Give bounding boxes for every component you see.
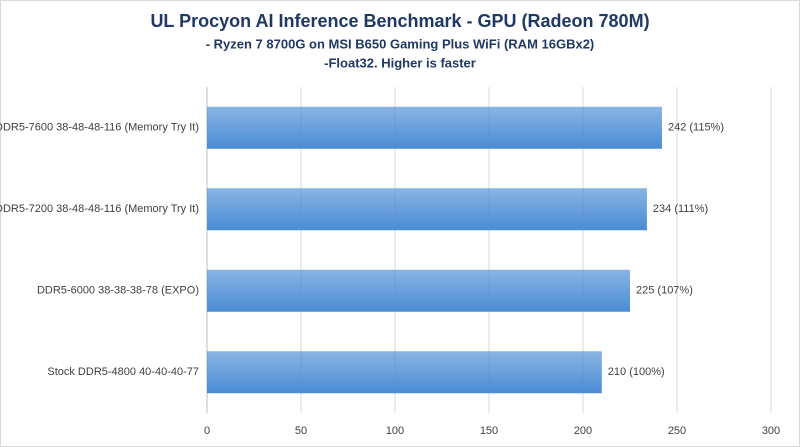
bar [207, 188, 647, 231]
x-tick-label: 300 [762, 425, 780, 437]
y-tick-label: DDR5-7200 38-48-48-116 (Memory Try It) [0, 203, 199, 215]
data-label: 234 (111%) [653, 203, 708, 215]
x-tick-label: 250 [668, 425, 686, 437]
y-tick-label: DDR5-7600 38-48-48-116 (Memory Try It) [0, 122, 199, 134]
x-tick-label: 50 [295, 425, 307, 437]
data-label: 210 (100%) [608, 366, 665, 378]
bar [207, 269, 630, 312]
y-tick-label: Stock DDR5-4800 40-40-40-77 [47, 366, 199, 378]
x-tick-label: 150 [480, 425, 498, 437]
y-tick-label: DDR5-6000 38-38-38-78 (EXPO) [37, 285, 199, 297]
chart-subtitle: -Float32. Higher is faster [324, 55, 476, 70]
x-tick-label: 0 [204, 425, 210, 437]
data-label: 242 (115%) [668, 122, 724, 134]
x-tick-label: 200 [574, 425, 592, 437]
chart-title: UL Procyon AI Inference Benchmark - GPU … [150, 11, 649, 31]
bar [207, 106, 662, 149]
bar [207, 351, 602, 394]
data-label: 225 (107%) [636, 285, 693, 297]
chart-subtitle: - Ryzen 7 8700G on MSI B650 Gaming Plus … [206, 36, 595, 51]
x-tick-label: 100 [386, 425, 404, 437]
